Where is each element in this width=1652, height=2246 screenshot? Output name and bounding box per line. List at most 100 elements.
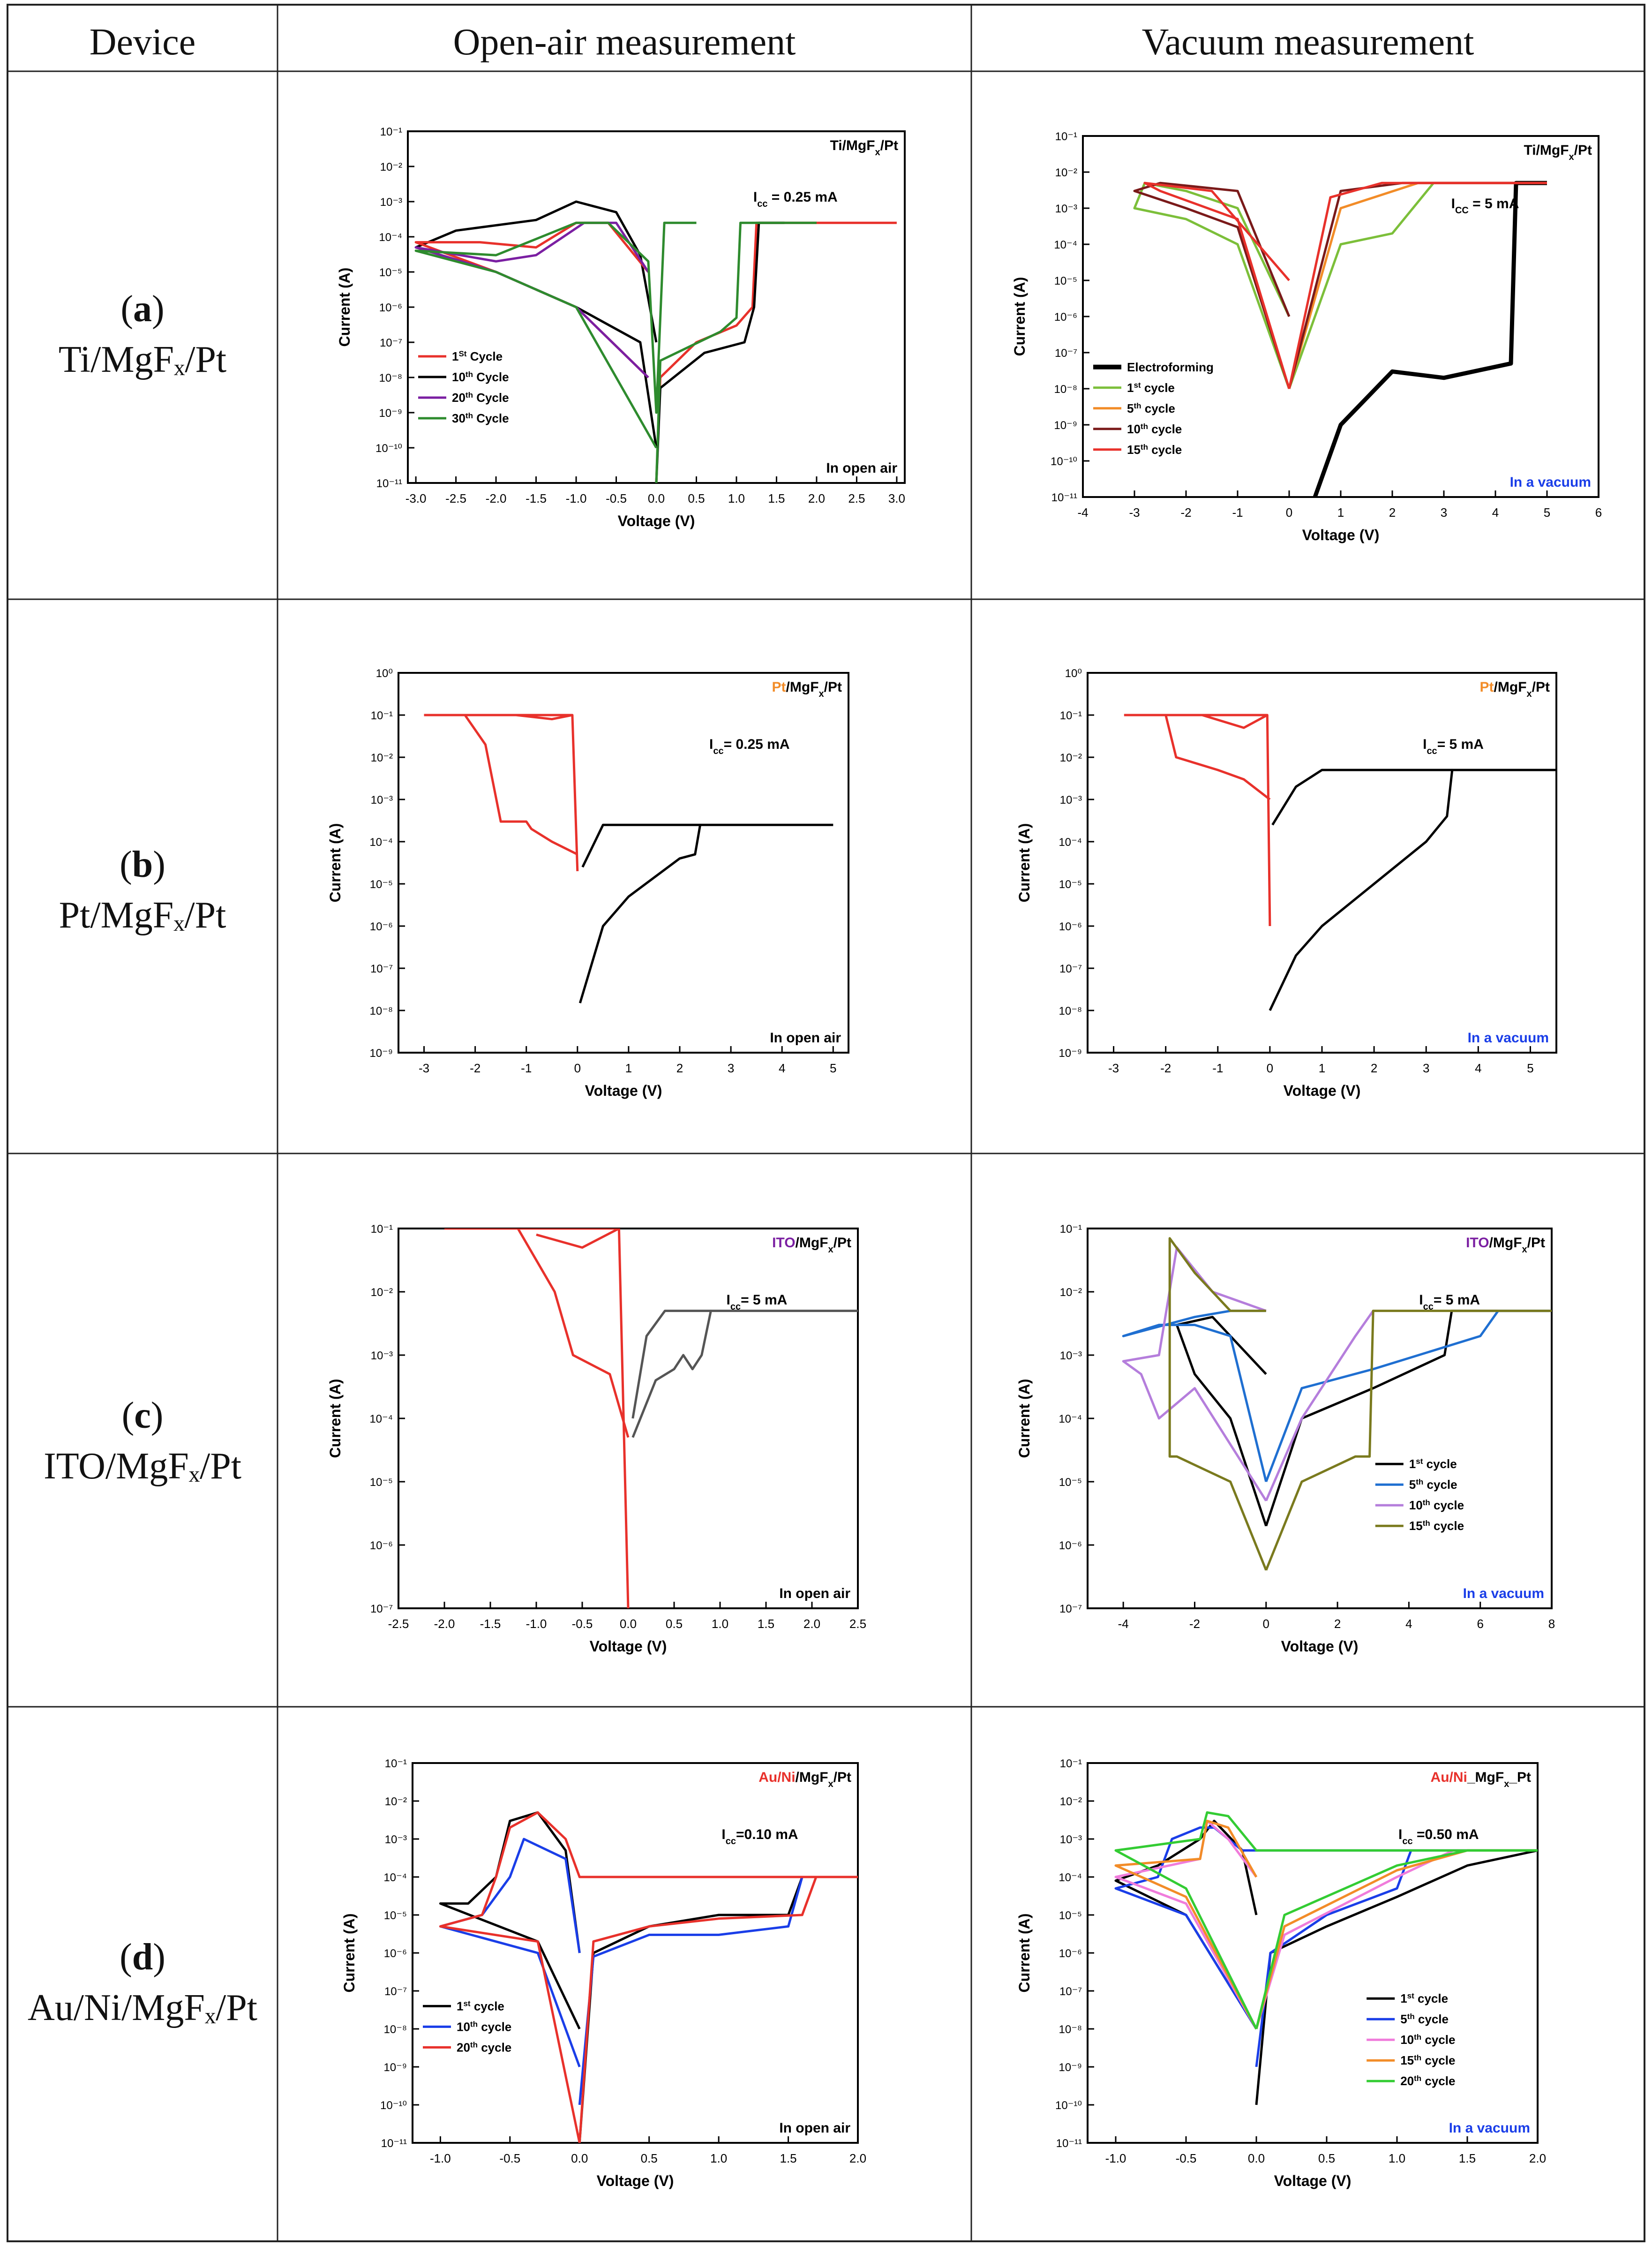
x-tick-label: 0.0 [1248,2151,1265,2165]
y-axis-label: Current (A) [1016,1914,1033,1993]
legend-label: 5th cycle [1127,401,1175,415]
row-letter: b [132,844,153,885]
data-series [1114,1819,1258,2030]
plot-frame [412,1762,859,2144]
y-tick-label: 10⁻⁵ [384,1909,407,1922]
y-tick-label: 10⁻⁸ [379,372,403,384]
x-tick-label: -1 [1232,505,1243,520]
data-series [1168,1237,1268,1571]
y-axis-label: Current (A) [341,1914,358,1993]
y-axis-label: Current (A) [327,823,344,903]
x-tick-label: -1.0 [1105,2151,1126,2165]
series-group [1124,714,1556,1011]
x-tick-label: -1 [521,1061,532,1075]
legend-label: 15th cycle [1127,442,1182,457]
data-series [536,1229,620,1249]
data-series [1269,769,1556,1011]
x-tick-label: 2 [1371,1061,1377,1075]
x-tick-label: 1.5 [768,491,785,505]
y-tick-label: 10⁻⁸ [384,2023,407,2036]
x-tick-label: -1 [1212,1061,1223,1075]
device-name: ITO/MgFₓ/Pt [44,1446,241,1487]
y-tick-label: 10⁻³ [371,794,393,806]
y-axis-label: Current (A) [336,268,353,347]
y-tick-label: 10⁻¹ [385,1757,407,1770]
legend-label: 15th cycle [1409,1519,1464,1533]
y-tick-label: 10⁻² [371,752,393,764]
legend-label: Electroforming [1127,360,1214,374]
x-tick-label: 0 [574,1061,581,1075]
plot-frame [398,672,849,1054]
x-axis-label: Voltage (V) [590,1638,667,1655]
x-tick-label: 2.0 [849,2151,866,2165]
legend-label: 20th cycle [457,2040,511,2055]
icc-label: Icc= 5 mA [726,1292,787,1312]
y-tick-label: 10⁻⁴ [1059,1871,1082,1884]
chart-title: Pt/MgFx/Pt [772,679,842,699]
y-tick-label: 10⁻⁹ [379,407,402,420]
legend-label: 30th Cycle [452,411,509,426]
y-tick-label: 10⁻¹¹ [1056,2137,1082,2150]
plot-frame [407,130,906,484]
y-axis-label: Current (A) [1016,1379,1033,1458]
y-tick-label: 10⁻⁵ [370,1476,393,1489]
x-tick-label: -3 [1129,505,1140,520]
device-label-b: (b) Pt/MgFₓ/Pt [59,844,226,936]
y-tick-label: 10⁻¹¹ [376,477,402,490]
y-tick-label: 10⁻⁷ [1059,963,1082,975]
y-tick-label: 10⁻³ [1060,1349,1082,1362]
data-series [1288,181,1547,389]
y-tick-label: 10⁻⁶ [1059,1539,1082,1552]
x-tick-label: 3 [1441,505,1447,520]
x-axis-label: Voltage (V) [597,2172,674,2189]
y-tick-label: 10⁻⁶ [1059,1947,1082,1960]
legend-label: 15th cycle [1400,2053,1455,2068]
y-tick-label: 10⁻⁶ [1054,311,1077,324]
environment-label: In open air [770,1030,841,1046]
environment-label: In a vacuum [1463,1586,1544,1601]
data-series [424,714,579,871]
y-tick-label: 10⁻⁹ [1059,1047,1082,1060]
series-group [439,1811,858,2143]
y-tick-label: 10⁻¹⁰ [1051,455,1077,468]
y-tick-label: 10⁻⁴ [369,1413,393,1425]
chart-d-open-air: -1.0 -0.5 0.0 0.5 1.0 1.5 2.0 10⁻¹¹ 10⁻¹⁰ 10⁻⁹ 10⁻… [341,1757,866,2189]
data-series [655,221,897,483]
y-tick-label: 10⁻⁷ [370,963,393,975]
x-tick-label: 1 [1319,1061,1325,1075]
x-tick-label: -2 [470,1061,481,1075]
y-tick-label: 10⁻⁸ [370,1005,393,1017]
y-tick-label: 10⁻⁵ [1054,275,1077,287]
header-vacuum: Vacuum measurement [1141,22,1474,63]
y-tick-label: 10⁻¹⁰ [1055,2099,1082,2112]
legend-label: 1St Cycle [452,349,503,364]
series-group [414,200,897,483]
data-series [578,1876,858,2143]
x-tick-label: 2.0 [803,1617,820,1631]
data-series [1313,181,1547,497]
icc-label: Icc = 0.25 mA [753,189,838,209]
x-tick-label: 1.0 [710,2151,727,2165]
y-tick-label: 10⁻¹¹ [1051,491,1077,504]
data-series [1201,714,1268,729]
x-tick-label: 1.5 [758,1617,774,1631]
legend-label: 5th cycle [1400,2012,1449,2027]
y-tick-label: 10⁻⁶ [370,920,393,933]
data-series [578,823,834,1003]
data-series [581,823,700,868]
x-tick-label: 5 [1527,1061,1533,1075]
data-series [655,221,817,483]
data-series [578,1876,858,2105]
data-series [1133,181,1291,389]
x-tick-label: 4 [1492,505,1499,520]
y-tick-label: 10⁻⁵ [1059,1909,1082,1922]
y-tick-label: 10⁻¹⁰ [380,2099,407,2112]
x-tick-label: 0.5 [666,1617,683,1631]
x-tick-label: 3.0 [888,491,905,505]
y-tick-label: 10⁻¹ [1055,130,1077,143]
x-tick-label: 0.0 [571,2151,588,2165]
x-axis-label: Voltage (V) [618,513,695,529]
legend-label: 1st cycle [457,1999,504,2013]
x-tick-label: -1.5 [480,1617,501,1631]
icc-label: ICC = 5 mA [1451,196,1519,216]
